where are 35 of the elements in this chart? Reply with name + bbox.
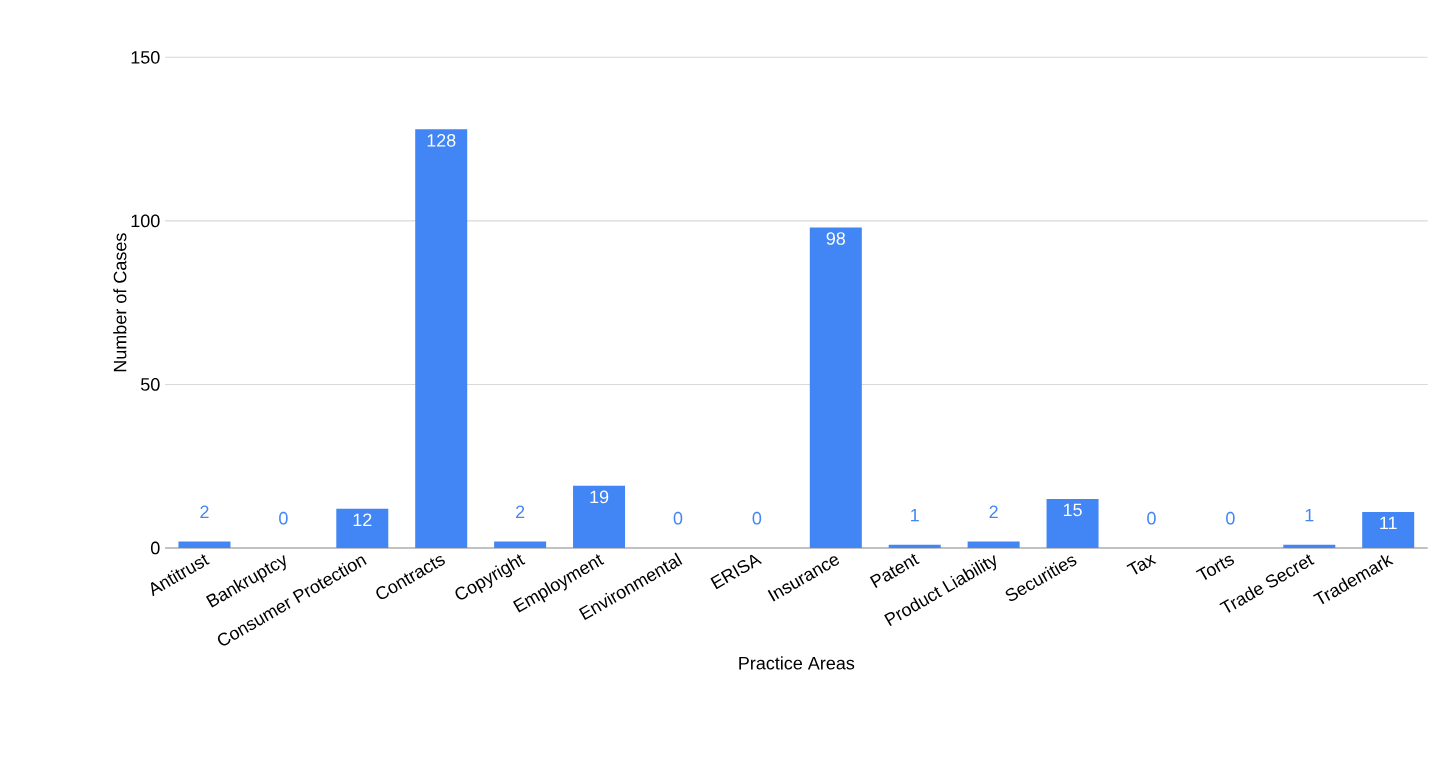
y-tick-label: 0 — [151, 541, 160, 555]
data-label: 0 — [279, 511, 288, 525]
bar — [888, 544, 941, 548]
data-label: 128 — [427, 134, 456, 147]
bar — [336, 508, 389, 548]
data-label: 1 — [1305, 508, 1314, 522]
bar — [809, 227, 862, 548]
bar — [178, 541, 231, 548]
x-axis-title: Practice Areas — [739, 656, 855, 670]
x-tick-label: Torts — [1195, 555, 1235, 580]
data-label: 0 — [673, 511, 683, 525]
bar — [967, 541, 1020, 548]
bar — [1283, 544, 1336, 548]
y-tick-label: 100 — [131, 214, 160, 228]
data-label: 12 — [353, 513, 372, 527]
data-label: 2 — [516, 505, 525, 519]
bar — [494, 541, 547, 548]
data-label: 15 — [1063, 503, 1082, 517]
data-label: 98 — [826, 232, 846, 245]
data-label: 0 — [1226, 511, 1235, 525]
data-label: 11 — [1380, 516, 1397, 530]
y-axis-title: Number of Cases — [113, 233, 127, 372]
x-tick-label: Tax — [1126, 554, 1157, 575]
bar — [1046, 498, 1099, 548]
bar — [1362, 512, 1415, 548]
data-label: 0 — [752, 511, 762, 525]
y-tick-label: 150 — [131, 50, 160, 64]
data-label: 1 — [911, 508, 919, 522]
y-tick-label: 50 — [140, 378, 160, 391]
data-label: 19 — [590, 490, 609, 504]
data-label: 0 — [1147, 511, 1156, 525]
data-label: 2 — [200, 505, 209, 519]
data-label: 2 — [989, 505, 998, 519]
bar — [573, 485, 626, 548]
bar — [415, 129, 468, 548]
